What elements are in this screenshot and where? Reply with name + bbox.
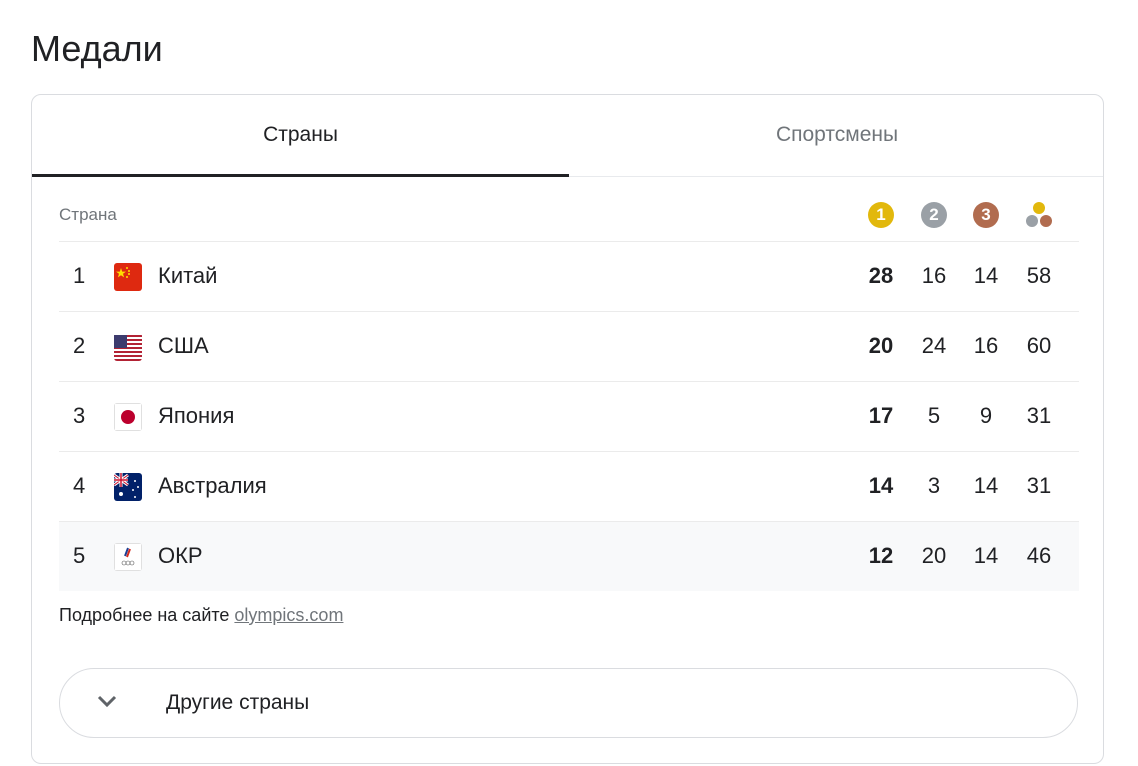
rank: 5 bbox=[73, 543, 86, 568]
gold-count: 12 bbox=[868, 543, 894, 568]
bronze-medal-icon: 3 bbox=[973, 202, 999, 228]
silver-count: 24 bbox=[921, 333, 947, 358]
table-row[interactable]: 1 Китай 28 16 14 58 bbox=[59, 242, 1079, 312]
rank: 4 bbox=[73, 473, 86, 498]
other-countries-button[interactable]: Другие страны bbox=[59, 668, 1078, 738]
usa-flag-icon bbox=[114, 333, 142, 361]
silver-medal-icon: 2 bbox=[921, 202, 947, 228]
gold-count: 28 bbox=[868, 263, 894, 288]
country-column-header: Страна bbox=[59, 205, 117, 224]
total-count: 31 bbox=[1026, 473, 1052, 498]
chevron-down-icon bbox=[97, 695, 117, 708]
more-info-text: Подробнее на сайте olympics.com bbox=[59, 605, 343, 626]
table-row[interactable]: 2 США 20 24 16 60 bbox=[59, 312, 1079, 382]
gold-medal-icon: 1 bbox=[868, 202, 894, 228]
silver-count: 3 bbox=[927, 473, 941, 498]
total-count: 31 bbox=[1026, 403, 1052, 428]
rank: 2 bbox=[73, 333, 86, 358]
medals-card: Страны Спортсмены Страна 1 2 3 1 Китай 2… bbox=[31, 94, 1104, 764]
silver-count: 20 bbox=[921, 543, 947, 568]
country-name: США bbox=[158, 333, 209, 358]
total-medals-icon bbox=[1026, 202, 1052, 227]
country-name: ОКР bbox=[158, 543, 203, 568]
bronze-count: 14 bbox=[973, 543, 999, 568]
more-info-label: Подробнее на сайте bbox=[59, 605, 235, 625]
tab-countries[interactable]: Страны bbox=[263, 123, 338, 146]
rank: 3 bbox=[73, 403, 86, 428]
total-count: 46 bbox=[1026, 543, 1052, 568]
total-count: 58 bbox=[1026, 263, 1052, 288]
olympics-link[interactable]: olympics.com bbox=[234, 605, 344, 625]
roc-flag-icon bbox=[114, 543, 142, 571]
bronze-count: 9 bbox=[979, 403, 993, 428]
bronze-count: 14 bbox=[973, 263, 999, 288]
china-flag-icon bbox=[114, 263, 142, 291]
table-header: Страна 1 2 3 bbox=[59, 195, 1079, 242]
australia-flag-icon bbox=[114, 473, 142, 501]
country-name: Австралия bbox=[158, 473, 267, 498]
tabs: Страны Спортсмены bbox=[32, 95, 1103, 177]
japan-flag-icon bbox=[114, 403, 142, 431]
active-tab-indicator bbox=[32, 174, 569, 177]
gold-count: 20 bbox=[868, 333, 894, 358]
country-name: Китай bbox=[158, 263, 218, 288]
tab-athletes[interactable]: Спортсмены bbox=[775, 123, 899, 146]
table-row[interactable]: 3 Япония 17 5 9 31 bbox=[59, 382, 1079, 452]
other-countries-label: Другие страны bbox=[166, 691, 310, 714]
silver-count: 16 bbox=[921, 263, 947, 288]
page-title: Медали bbox=[31, 28, 163, 69]
table-row[interactable]: 4 Австралия 14 3 14 31 bbox=[59, 452, 1079, 522]
total-count: 60 bbox=[1026, 333, 1052, 358]
bronze-count: 16 bbox=[973, 333, 999, 358]
country-name: Япония bbox=[158, 403, 235, 428]
rank: 1 bbox=[73, 263, 86, 288]
table-row[interactable]: 5 ОКР 12 20 14 46 bbox=[59, 522, 1079, 591]
bronze-count: 14 bbox=[973, 473, 999, 498]
silver-count: 5 bbox=[927, 403, 941, 428]
gold-count: 14 bbox=[868, 473, 894, 498]
gold-count: 17 bbox=[868, 403, 894, 428]
